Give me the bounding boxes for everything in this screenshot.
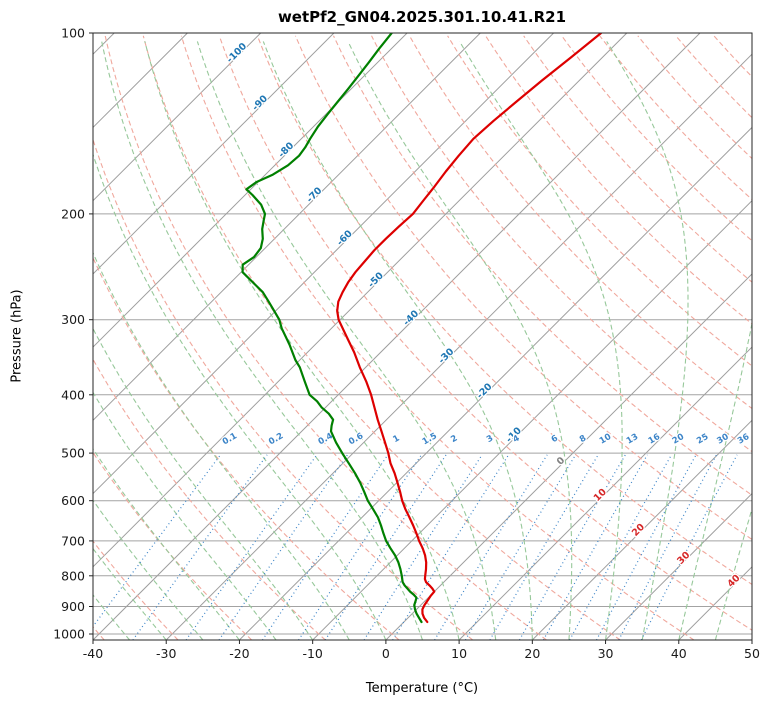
- x-tick-label: 40: [671, 646, 687, 661]
- x-axis-label: Temperature (°C): [365, 681, 479, 696]
- dewpoint-profile: [241, 33, 423, 624]
- y-tick-label: 400: [61, 387, 85, 402]
- mixing-ratio-lines: [93, 454, 738, 640]
- y-tick-label: 600: [61, 493, 85, 508]
- isobar-gridlines: [93, 33, 752, 635]
- y-tick-label: 1000: [53, 627, 85, 642]
- y-axis-label: Pressure (hPa): [9, 289, 25, 383]
- y-tick-label: 500: [61, 446, 85, 461]
- chart-title: wetPf2_GN04.2025.301.10.41.R21: [277, 8, 567, 26]
- y-tick-label: 300: [61, 312, 85, 327]
- y-tick-label: 900: [61, 599, 85, 614]
- moist-adiabats: [93, 41, 752, 640]
- x-tick-label: 50: [744, 646, 760, 661]
- x-tick-label: 30: [598, 646, 614, 661]
- x-tick-label: -40: [83, 646, 103, 661]
- y-tick-label: 200: [61, 206, 85, 221]
- plot-frame: [92, 32, 753, 641]
- axis-ticks: -40 -30 -20 -10 0 10 20 30 40 50 100 200 300 400 500 60…: [53, 26, 760, 662]
- x-tick-label: 10: [451, 646, 467, 661]
- x-tick-label: -30: [156, 646, 176, 661]
- y-tick-label: 700: [61, 533, 85, 548]
- x-tick-label: 20: [524, 646, 540, 661]
- y-tick-label: 100: [61, 26, 85, 41]
- x-tick-label: -10: [302, 646, 322, 661]
- temperature-profile: [336, 33, 603, 624]
- x-tick-label: 0: [382, 646, 390, 661]
- y-tick-label: 800: [61, 568, 85, 583]
- dry-adiabats: [93, 35, 752, 640]
- x-tick-label: -20: [229, 646, 249, 661]
